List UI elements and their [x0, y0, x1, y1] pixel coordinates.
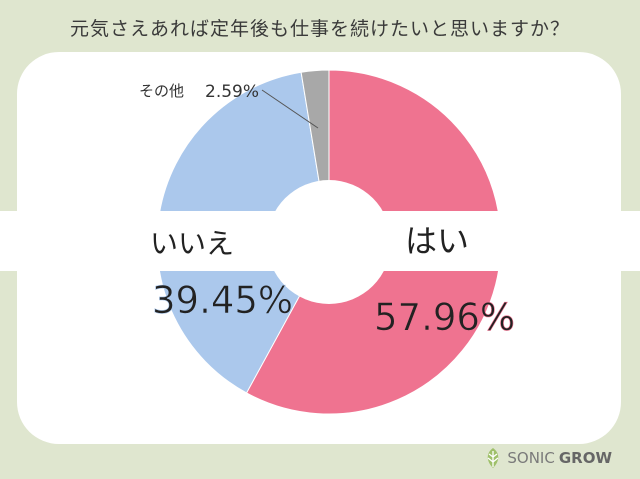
slice-value-other: 2.59%: [205, 82, 259, 102]
brand-name-light: SONIC: [507, 449, 555, 467]
sonic-grow-logo: SONIC GROW: [483, 447, 612, 469]
slice-label-other: その他: [139, 82, 184, 100]
brand-name-bold: GROW: [558, 449, 612, 467]
other-leader-line: [261, 89, 319, 129]
chart-title: 元気さえあれば定年後も仕事を続けたいと思いますか？: [69, 18, 570, 40]
slice-value-yes: 57.96%: [374, 296, 515, 339]
slice-value-no: 39.45%: [152, 279, 293, 322]
donut-hole: [267, 180, 391, 304]
slice-label-no: いいえ: [150, 227, 234, 260]
slice-label-yes: はい: [405, 222, 469, 260]
leaf-icon: [487, 448, 499, 468]
